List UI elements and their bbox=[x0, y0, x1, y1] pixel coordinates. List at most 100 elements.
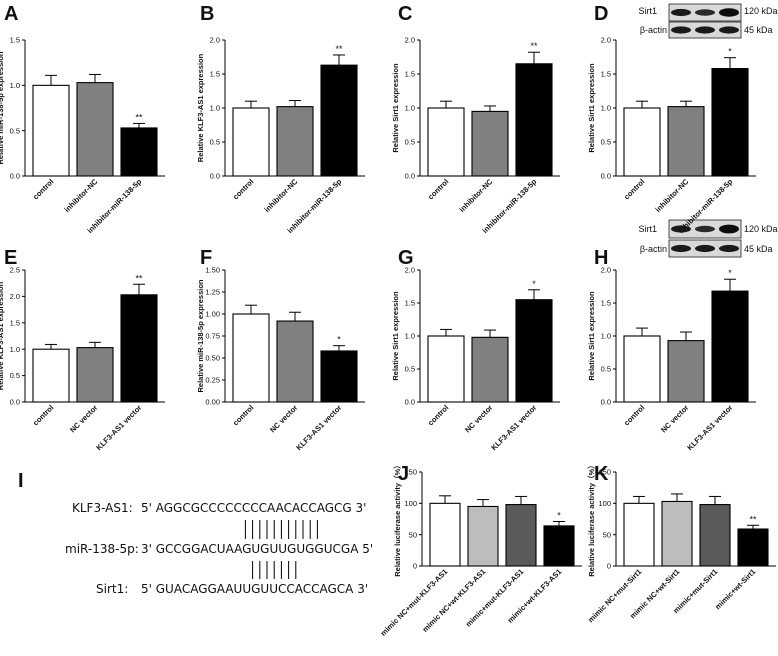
y-tick-label: 0.0 bbox=[10, 172, 20, 181]
significance-mark: ** bbox=[749, 514, 757, 524]
y-tick-label: 2.0 bbox=[405, 36, 415, 45]
panel-letter-h: H bbox=[594, 247, 608, 269]
y-tick-label: 1.5 bbox=[405, 299, 415, 308]
y-tick-label: 0.75 bbox=[205, 332, 220, 341]
y-axis-label: Relative luciferase activity（%） bbox=[392, 461, 402, 576]
x-category-label: KLF3-AS1 vector bbox=[294, 403, 343, 452]
significance-mark: * bbox=[557, 511, 561, 521]
y-tick-label: 1.0 bbox=[601, 104, 611, 113]
blot-band bbox=[719, 26, 739, 34]
x-category-label: control bbox=[31, 177, 55, 201]
seq-klf3as1: 5' AGGCGCCCCCCCCAACACCAGCG 3' bbox=[141, 501, 366, 515]
x-category-label: inhibitor-NC bbox=[653, 177, 690, 214]
y-tick-label: 0.5 bbox=[405, 365, 415, 374]
bar bbox=[232, 107, 270, 177]
bar bbox=[276, 106, 314, 177]
x-category-label: inhibitor-NC bbox=[262, 177, 299, 214]
blot-band bbox=[719, 224, 739, 234]
significance-mark: ** bbox=[135, 273, 143, 283]
x-category-label: control bbox=[622, 177, 646, 201]
x-category-label: control bbox=[231, 403, 255, 427]
y-tick-label: 1.5 bbox=[10, 36, 20, 45]
y-tick-label: 100 bbox=[598, 499, 611, 508]
bar bbox=[429, 502, 461, 567]
seq-label-klf3as1: KLF3-AS1: bbox=[72, 501, 133, 515]
y-tick-label: 0.0 bbox=[405, 172, 415, 181]
chart-b: 0.0 0.5 1.0 1.5 2.0 Relative KLF3-AS1 express… bbox=[196, 36, 365, 235]
blot-band bbox=[695, 26, 715, 34]
y-tick-label: 0.5 bbox=[601, 138, 611, 147]
y-tick-label: 150 bbox=[404, 468, 417, 477]
y-tick-label: 0.0 bbox=[601, 398, 611, 407]
bar bbox=[737, 528, 769, 567]
blot-band bbox=[719, 244, 739, 253]
bar bbox=[320, 64, 358, 177]
y-axis-label: Relative miR-138-5p expression bbox=[196, 279, 205, 392]
y-axis-label: Relative KLF3-AS1 expression bbox=[0, 281, 5, 390]
y-tick-label: 0.5 bbox=[210, 138, 220, 147]
seq-sirt1: 5' GUACAGGAAUUGUUCCACCAGCA 3' bbox=[141, 582, 368, 596]
bar bbox=[276, 320, 314, 403]
blot-kda-120: 120 kDa bbox=[744, 224, 778, 234]
y-tick-label: 1.5 bbox=[405, 70, 415, 79]
x-category-label: control bbox=[231, 177, 255, 201]
bar bbox=[711, 290, 749, 403]
blot-label-sirt1: Sirt1 bbox=[638, 6, 657, 16]
y-axis-label: Relative Sirt1 expression bbox=[391, 63, 400, 153]
y-tick-label: 1.50 bbox=[205, 266, 220, 275]
panel-letter-b: B bbox=[200, 3, 214, 25]
bar bbox=[543, 525, 575, 567]
seq-label-mir138: miR-138-5p: bbox=[65, 542, 139, 556]
bar bbox=[120, 294, 158, 403]
y-axis-label: Relative Sirt1 expression bbox=[587, 291, 596, 381]
panel-letter-j: J bbox=[398, 463, 409, 485]
y-tick-label: 2.0 bbox=[601, 266, 611, 275]
significance-mark: ** bbox=[335, 44, 343, 54]
y-tick-label: 2.0 bbox=[405, 266, 415, 275]
y-tick-label: 1.5 bbox=[10, 318, 20, 327]
chart-a: 0.0 0.5 1.0 1.5 Relative miR-138-5p expressi… bbox=[0, 36, 165, 235]
y-tick-label: 0.5 bbox=[10, 371, 20, 380]
blot-label-sirt1: Sirt1 bbox=[638, 224, 657, 234]
bar bbox=[623, 335, 661, 403]
y-tick-label: 0.50 bbox=[205, 354, 220, 363]
blot-kda-120: 120 kDa bbox=[744, 6, 778, 16]
y-axis-label: Relative Sirt1 expression bbox=[587, 63, 596, 153]
blot-label-bactin: β-actin bbox=[640, 244, 667, 254]
blot-band bbox=[719, 8, 739, 17]
panel-letter-d: D bbox=[594, 3, 608, 25]
bar bbox=[711, 68, 749, 177]
blot-band bbox=[671, 225, 691, 233]
y-tick-label: 0 bbox=[413, 562, 417, 571]
y-tick-label: 1.0 bbox=[405, 332, 415, 341]
x-category-label: KLF3-AS1 vector bbox=[94, 403, 143, 452]
y-tick-label: 1.0 bbox=[601, 332, 611, 341]
x-category-label: control bbox=[622, 403, 646, 427]
bar bbox=[427, 107, 465, 177]
y-tick-label: 0.0 bbox=[601, 172, 611, 181]
chart-c: 0.0 0.5 1.0 1.5 2.0 Relative Sirt1 expression… bbox=[391, 36, 560, 235]
blot-band bbox=[695, 225, 715, 233]
y-tick-label: 0.5 bbox=[405, 138, 415, 147]
y-tick-label: 1.0 bbox=[405, 104, 415, 113]
bar bbox=[427, 335, 465, 403]
bar bbox=[32, 348, 70, 403]
blot-band bbox=[695, 9, 715, 16]
bar bbox=[467, 505, 499, 567]
x-category-label: inhibitor-NC bbox=[457, 177, 494, 214]
x-category-label: control bbox=[426, 177, 450, 201]
panel-letter-k: K bbox=[594, 463, 609, 485]
panel-letter-c: C bbox=[398, 3, 412, 25]
y-tick-label: 0.5 bbox=[10, 126, 20, 135]
chart-d: 0.0 0.5 1.0 1.5 2.0 Relative Sirt1 expression… bbox=[587, 36, 756, 235]
y-tick-label: 0.0 bbox=[10, 398, 20, 407]
blot-band bbox=[695, 244, 715, 253]
base-pair-lines-bottom bbox=[252, 561, 297, 579]
western-blot-h: Sirt1 β-actin 120 kDa 45 kDa bbox=[638, 219, 778, 258]
y-tick-label: 2.0 bbox=[210, 36, 220, 45]
x-category-label: control bbox=[426, 403, 450, 427]
y-tick-label: 1.25 bbox=[205, 288, 220, 297]
